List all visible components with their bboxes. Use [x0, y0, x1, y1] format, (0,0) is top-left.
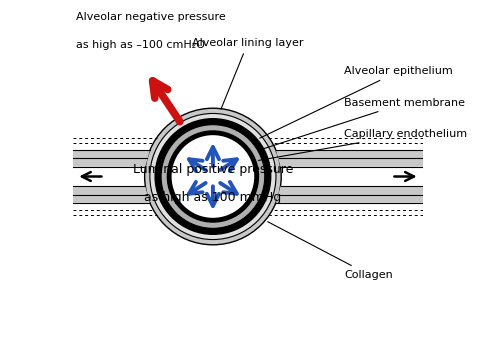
- Text: Basement membrane: Basement membrane: [260, 98, 465, 150]
- Polygon shape: [276, 150, 423, 167]
- Ellipse shape: [144, 108, 281, 245]
- Ellipse shape: [161, 125, 264, 228]
- Text: Alveolar lining layer: Alveolar lining layer: [192, 38, 304, 109]
- Text: Luminal positive pressure: Luminal positive pressure: [132, 163, 293, 176]
- Text: Alveolar epithelium: Alveolar epithelium: [260, 66, 453, 138]
- Polygon shape: [276, 186, 423, 203]
- Text: as high as 100 mmHg: as high as 100 mmHg: [144, 191, 282, 204]
- Text: Capillary endothelium: Capillary endothelium: [258, 130, 468, 161]
- Text: Alveolar negative pressure: Alveolar negative pressure: [76, 12, 226, 22]
- Ellipse shape: [172, 135, 254, 218]
- Ellipse shape: [150, 113, 276, 240]
- Text: Collagen: Collagen: [268, 222, 393, 280]
- Text: as high as –100 cmH₂O: as high as –100 cmH₂O: [76, 40, 206, 50]
- Polygon shape: [73, 186, 150, 203]
- Ellipse shape: [168, 131, 258, 222]
- Ellipse shape: [155, 119, 270, 234]
- Polygon shape: [73, 150, 150, 167]
